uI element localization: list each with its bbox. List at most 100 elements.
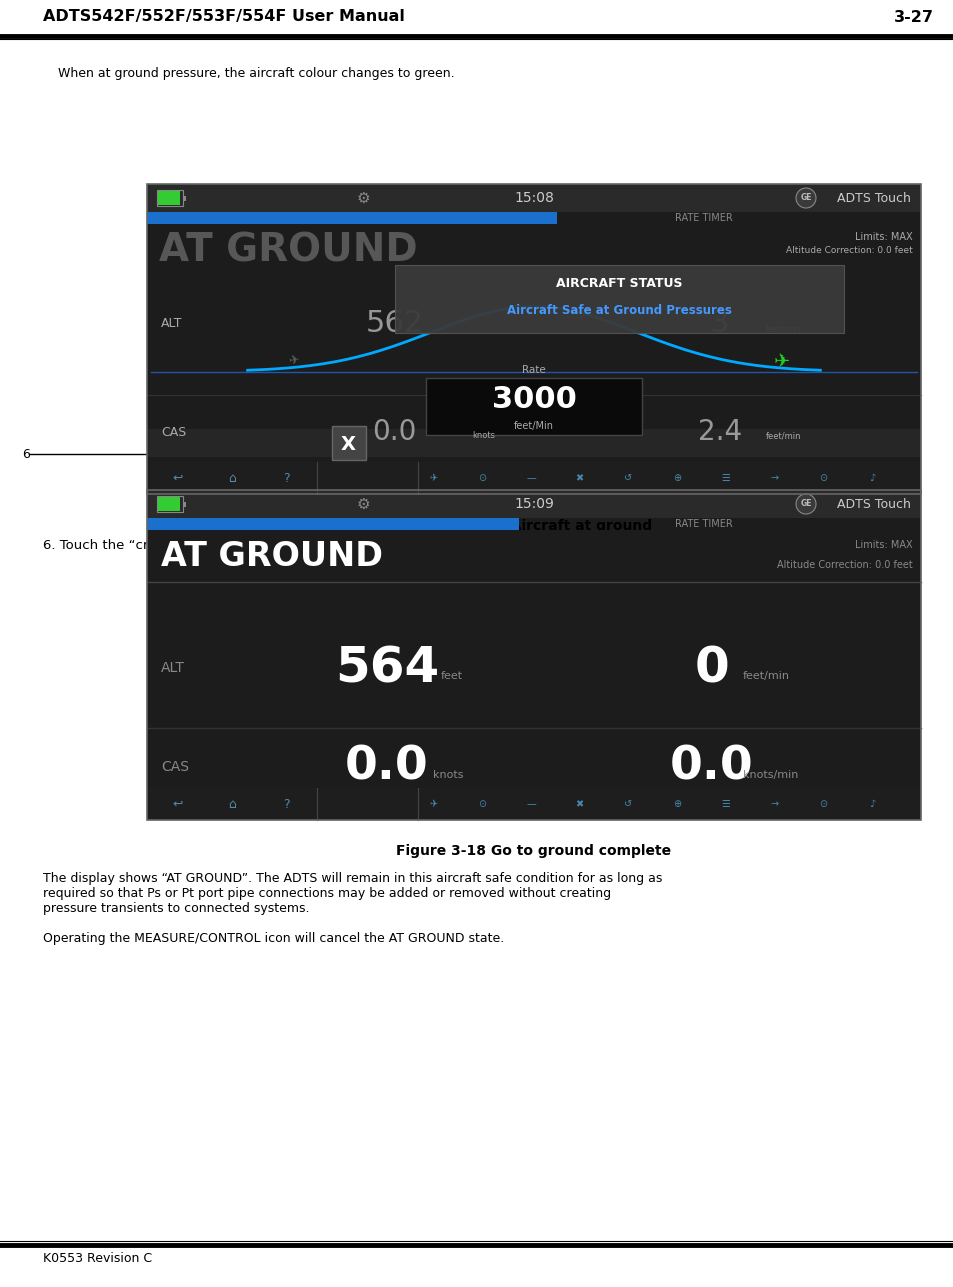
- Circle shape: [795, 188, 815, 208]
- Text: The display shows “AT GROUND”. The ADTS will remain in this aircraft safe condit: The display shows “AT GROUND”. The ADTS …: [43, 873, 661, 915]
- Bar: [332, 426, 366, 459]
- Text: ↩: ↩: [172, 471, 183, 484]
- Text: 15:09: 15:09: [514, 497, 554, 511]
- Text: AIRCRAFT STATUS: AIRCRAFT STATUS: [556, 277, 681, 290]
- Bar: [183, 502, 186, 507]
- Text: X: X: [340, 435, 355, 453]
- Bar: [183, 196, 186, 201]
- Bar: [147, 184, 920, 212]
- Bar: [147, 184, 920, 494]
- Text: ☰: ☰: [720, 474, 730, 483]
- Text: GE: GE: [800, 193, 811, 202]
- Text: feet/Min: feet/Min: [514, 422, 554, 431]
- Text: feet/min: feet/min: [765, 324, 801, 333]
- Text: 0.0: 0.0: [669, 745, 753, 790]
- Bar: [395, 265, 842, 333]
- Text: knots/min: knots/min: [742, 770, 798, 780]
- Text: ALT: ALT: [161, 317, 182, 329]
- Text: ⊙: ⊙: [819, 474, 826, 483]
- Text: ⊙: ⊙: [477, 474, 486, 483]
- Text: —: —: [525, 474, 536, 483]
- Bar: [147, 212, 557, 224]
- Bar: [0, 0, 953, 33]
- Bar: [147, 788, 920, 820]
- Text: CAS: CAS: [161, 426, 186, 439]
- Text: ?: ?: [283, 798, 290, 811]
- Text: When at ground pressure, the aircraft colour changes to green.: When at ground pressure, the aircraft co…: [58, 67, 455, 80]
- Text: feet: feet: [440, 672, 463, 681]
- Text: ✈: ✈: [429, 474, 437, 483]
- Text: ↺: ↺: [623, 799, 632, 810]
- Text: Figure 3-18 Go to ground complete: Figure 3-18 Go to ground complete: [396, 844, 671, 858]
- Text: Figure 3-17 Aircraft at ground: Figure 3-17 Aircraft at ground: [416, 519, 652, 533]
- Text: Aircraft Safe at Ground Pressures: Aircraft Safe at Ground Pressures: [506, 305, 731, 318]
- Text: ♪: ♪: [868, 474, 875, 483]
- Text: RATE TIMER: RATE TIMER: [675, 214, 733, 223]
- Text: 0: 0: [694, 645, 729, 692]
- Text: feet/min: feet/min: [765, 431, 801, 440]
- Text: Limits: MAX: Limits: MAX: [855, 539, 912, 550]
- Text: Rate: Rate: [521, 364, 545, 375]
- Text: 562: 562: [365, 309, 423, 338]
- Text: 2.4: 2.4: [697, 418, 741, 447]
- Text: K0553 Revision C: K0553 Revision C: [43, 1252, 152, 1265]
- Text: 0.0: 0.0: [345, 745, 428, 790]
- Text: ⚙: ⚙: [356, 190, 370, 206]
- Text: Operating the MEASURE/CONTROL icon will cancel the AT GROUND state.: Operating the MEASURE/CONTROL icon will …: [43, 932, 504, 945]
- Text: CAS: CAS: [161, 761, 189, 775]
- Text: 3: 3: [709, 309, 729, 338]
- Text: ⌂: ⌂: [228, 471, 235, 484]
- Bar: [147, 184, 920, 494]
- Text: AT GROUND: AT GROUND: [159, 232, 417, 270]
- Bar: [157, 495, 183, 512]
- Text: —: —: [525, 799, 536, 810]
- Text: 3-27: 3-27: [893, 9, 933, 24]
- Text: 564: 564: [335, 645, 438, 692]
- Text: ⊕: ⊕: [673, 799, 680, 810]
- Bar: [147, 517, 518, 530]
- Text: feet/min: feet/min: [742, 672, 789, 681]
- Bar: [147, 530, 920, 582]
- Text: 3000: 3000: [491, 385, 576, 414]
- Text: ⌂: ⌂: [228, 798, 235, 811]
- Text: ⊙: ⊙: [819, 799, 826, 810]
- Text: →: →: [770, 474, 778, 483]
- Bar: [158, 190, 180, 205]
- Text: Limits: MAX: Limits: MAX: [855, 232, 912, 242]
- Text: ADTS542F/552F/553F/554F User Manual: ADTS542F/552F/553F/554F User Manual: [43, 9, 404, 24]
- Text: knots: knots: [433, 770, 463, 780]
- Text: ⊙: ⊙: [477, 799, 486, 810]
- Text: ALT: ALT: [161, 662, 185, 676]
- Text: 6: 6: [22, 448, 30, 461]
- Text: GE: GE: [800, 499, 811, 508]
- Text: ⚙: ⚙: [356, 497, 370, 511]
- Text: ⊕: ⊕: [673, 474, 680, 483]
- Bar: [425, 378, 641, 435]
- Text: 6. Touch the “cross” icon (6) to close the Go to ground screen.: 6. Touch the “cross” icon (6) to close t…: [43, 539, 458, 552]
- Circle shape: [795, 494, 815, 514]
- Text: 15:08: 15:08: [514, 190, 554, 205]
- Text: ✈: ✈: [773, 351, 789, 371]
- Text: ADTS Touch: ADTS Touch: [836, 192, 910, 205]
- Text: RATE TIMER: RATE TIMER: [675, 519, 733, 529]
- Text: ↺: ↺: [623, 474, 632, 483]
- Bar: [147, 490, 920, 517]
- Bar: [147, 462, 920, 494]
- Bar: [147, 429, 920, 457]
- Text: ADTS Touch: ADTS Touch: [836, 498, 910, 511]
- Bar: [157, 190, 183, 206]
- Text: AT GROUND: AT GROUND: [161, 539, 382, 573]
- Text: ?: ?: [283, 471, 290, 484]
- Text: Altitude Correction: 0.0 feet: Altitude Correction: 0.0 feet: [777, 560, 912, 570]
- Text: ✖: ✖: [575, 474, 583, 483]
- Bar: [147, 490, 920, 820]
- Text: ✈: ✈: [575, 313, 585, 326]
- Text: Altitude Correction: 0.0 feet: Altitude Correction: 0.0 feet: [785, 246, 912, 255]
- Text: ♪: ♪: [868, 799, 875, 810]
- Text: ☰: ☰: [720, 799, 730, 810]
- Text: →: →: [770, 799, 778, 810]
- Text: ✈: ✈: [429, 799, 437, 810]
- Text: ✖: ✖: [575, 799, 583, 810]
- Text: 0.0: 0.0: [372, 418, 416, 447]
- Text: ✈: ✈: [288, 354, 300, 368]
